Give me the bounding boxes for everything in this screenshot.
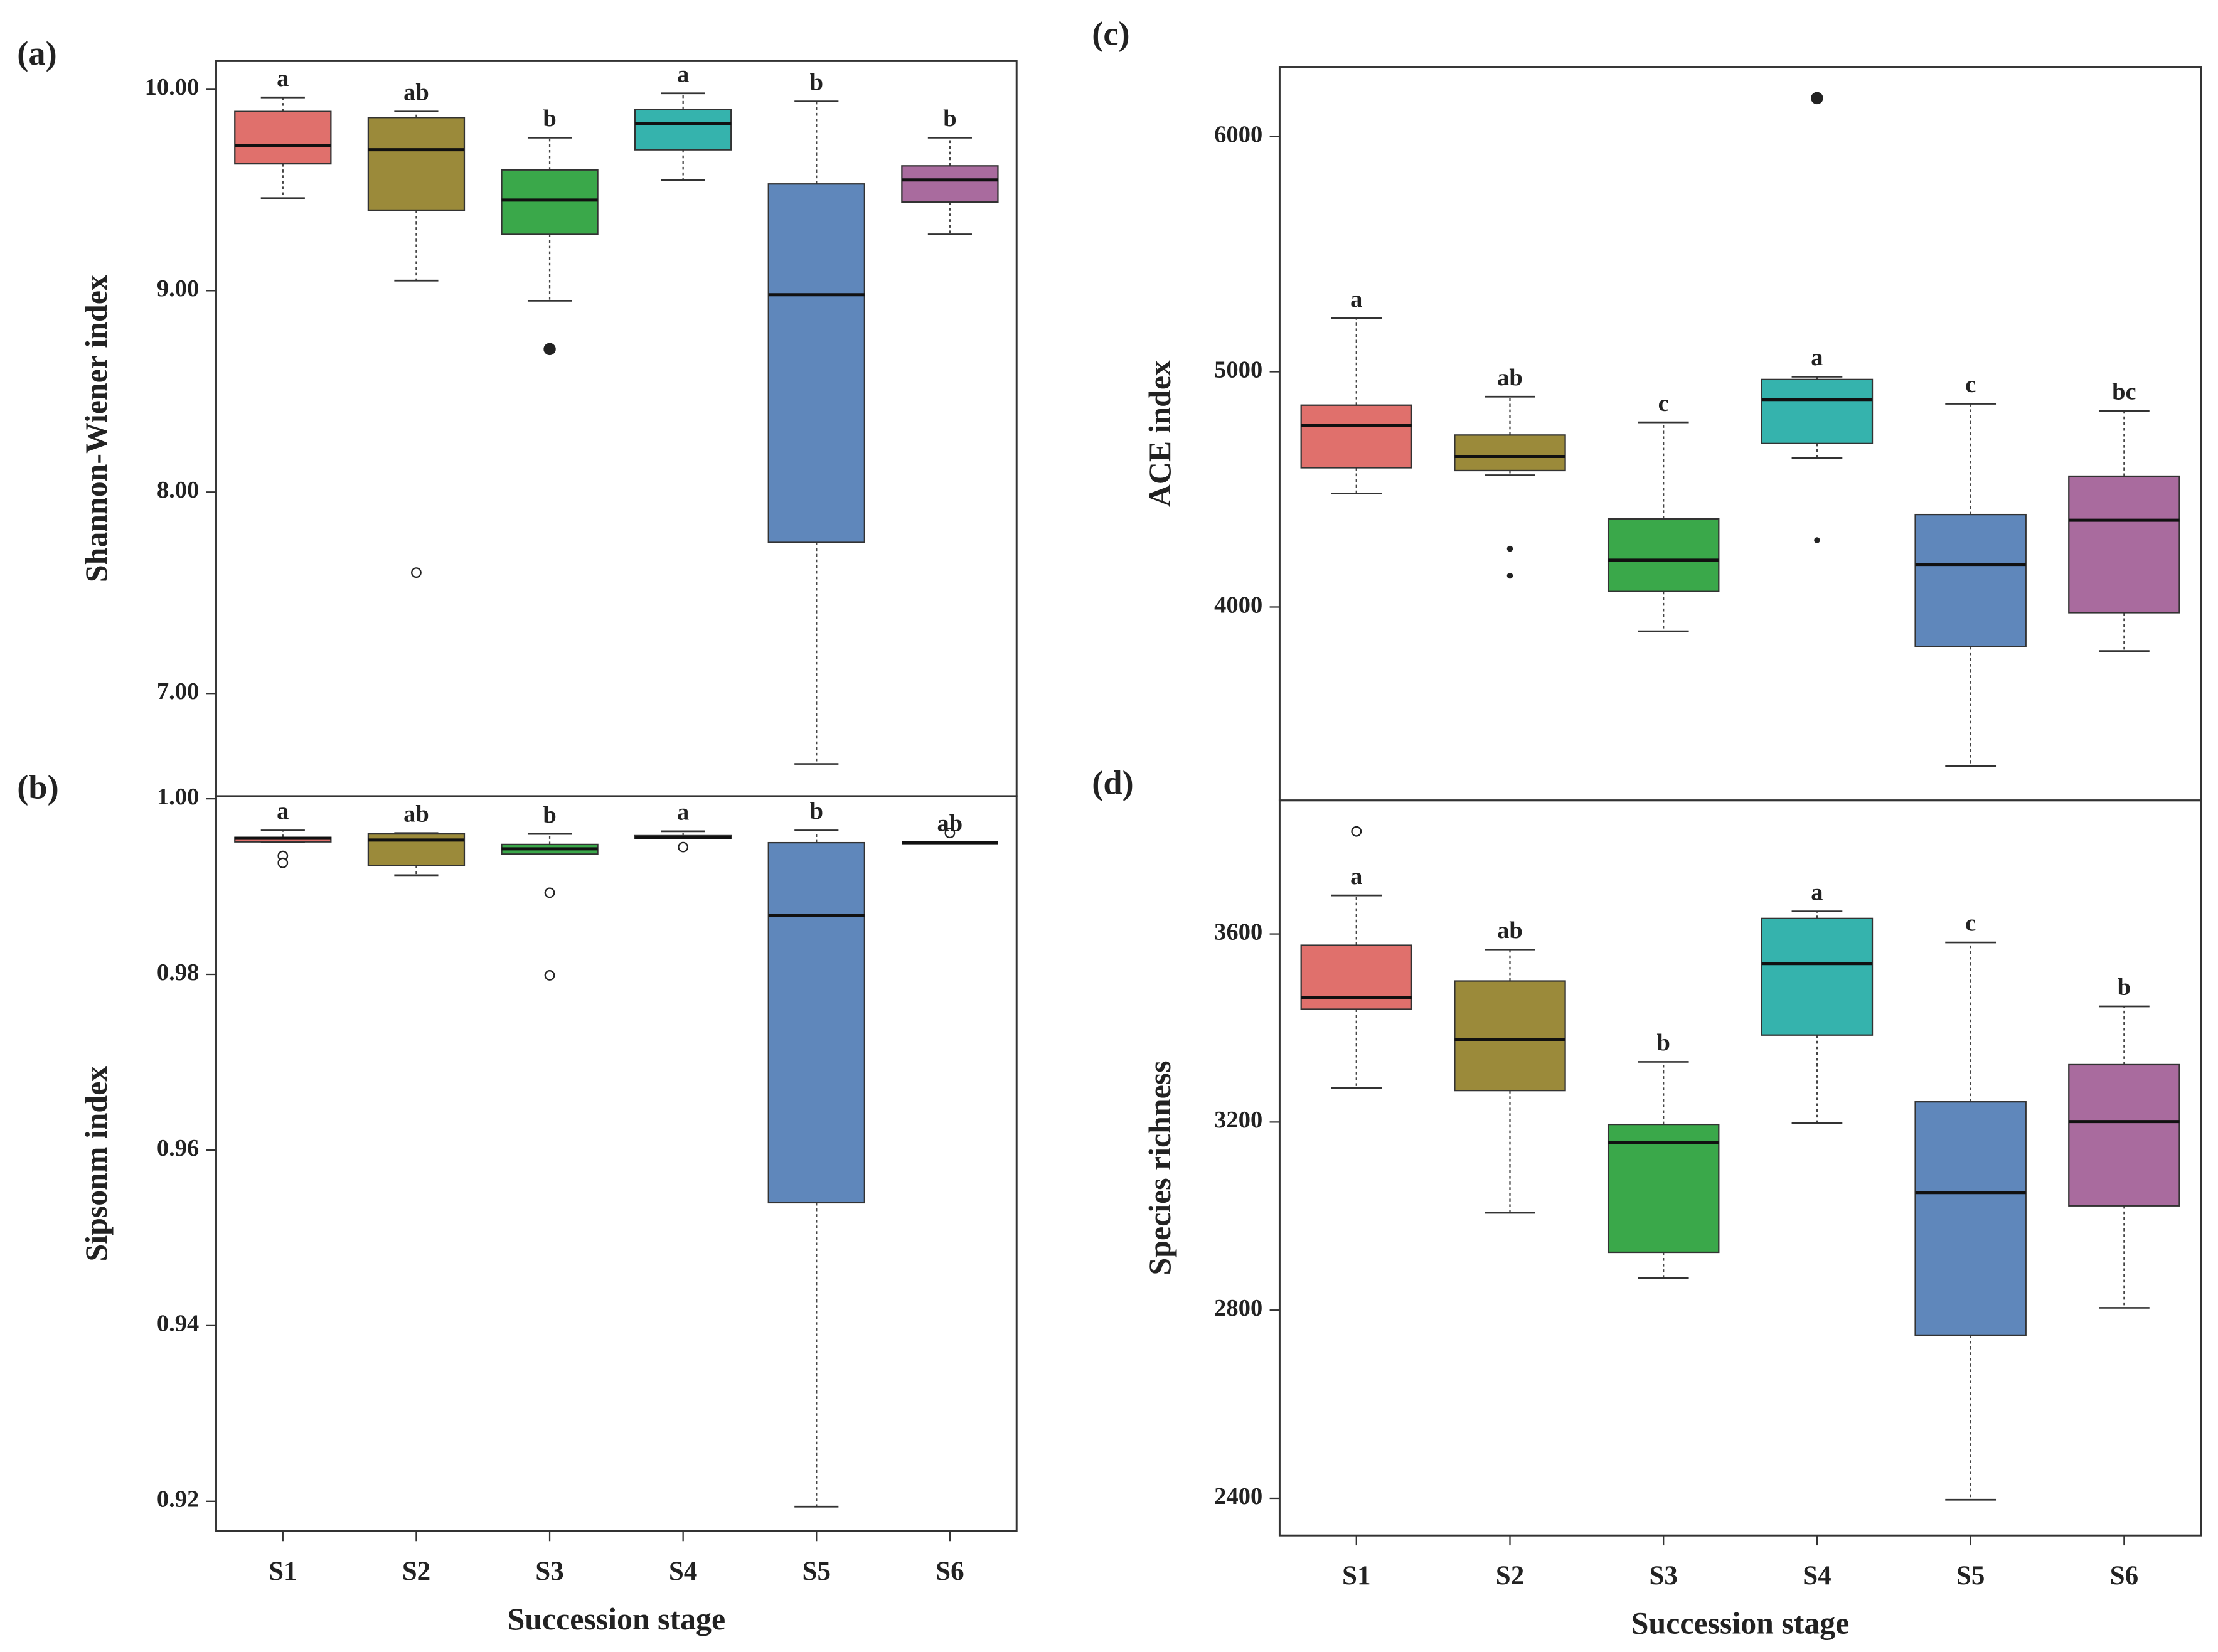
panel-label: (b) (17, 768, 58, 806)
box (1914, 513, 2027, 647)
outlier (411, 567, 422, 578)
plot-frame (1278, 66, 2202, 802)
box (1761, 378, 1874, 444)
y-tick-label: 2800 (1214, 1295, 1262, 1321)
y-axis-label: ACE index (1143, 360, 1177, 507)
significance-label: ab (403, 801, 429, 827)
significance-label: b (543, 802, 556, 828)
outlier (944, 828, 956, 839)
y-tick-label: 1.00 (157, 784, 199, 810)
y-tick-label: 8.00 (157, 477, 199, 503)
box (1454, 434, 1566, 472)
significance-label: bc (2112, 378, 2136, 405)
y-tick-label: 2400 (1214, 1483, 1262, 1510)
x-tick-label: S6 (2110, 1561, 2138, 1591)
outlier (1811, 92, 1823, 105)
box (1761, 917, 1874, 1036)
box (2068, 1063, 2180, 1207)
significance-label: a (1811, 879, 1823, 905)
x-axis-label: Succession stage (1631, 1606, 1850, 1641)
box (1300, 944, 1413, 1010)
box (1914, 1101, 2027, 1336)
significance-label: c (1965, 910, 1976, 937)
outlier (1351, 826, 1362, 837)
x-tick-label: S5 (1956, 1561, 1985, 1591)
significance-label: ab (1497, 917, 1523, 944)
y-tick-label: 3200 (1214, 1107, 1262, 1133)
y-tick-label: 7.00 (157, 678, 199, 705)
significance-label: a (1350, 863, 1362, 890)
y-tick-label: 0.98 (157, 959, 199, 986)
significance-label: c (1965, 371, 1976, 398)
y-axis-label: Species richness (1143, 1060, 1177, 1275)
x-tick-label: S4 (1803, 1561, 1831, 1591)
box (2068, 475, 2180, 614)
box (634, 109, 732, 151)
x-tick-label: S5 (802, 1557, 831, 1586)
plot-frame (1278, 799, 2202, 1537)
significance-label: b (543, 105, 556, 132)
y-tick-label: 0.94 (157, 1311, 199, 1337)
significance-label: c (1658, 390, 1669, 417)
box (1300, 404, 1413, 469)
panel-label: (c) (1092, 14, 1129, 52)
box (901, 165, 999, 203)
outlier (678, 841, 689, 853)
y-tick-label: 9.00 (157, 275, 199, 302)
y-tick-label: 0.96 (157, 1135, 199, 1161)
significance-label: a (277, 65, 289, 92)
x-tick-label: S1 (1342, 1561, 1370, 1591)
significance-label: a (677, 799, 689, 826)
box (1454, 980, 1566, 1092)
panel-label: (a) (17, 35, 56, 72)
x-tick-label: S2 (402, 1557, 430, 1586)
outlier (543, 343, 556, 356)
outlier (1506, 545, 1513, 552)
box (1607, 518, 1720, 592)
outlier (544, 887, 555, 898)
y-tick-label: 5000 (1214, 356, 1262, 383)
significance-label: a (1350, 286, 1362, 312)
y-tick-label: 6000 (1214, 121, 1262, 147)
outlier (544, 970, 555, 981)
x-tick-label: S2 (1496, 1561, 1524, 1591)
significance-label: b (2118, 974, 2131, 1001)
box (367, 117, 466, 211)
x-tick-label: S1 (269, 1557, 297, 1586)
plot-frame (215, 795, 1018, 1532)
y-tick-label: 0.92 (157, 1486, 199, 1513)
x-tick-label: S6 (936, 1557, 964, 1586)
outlier (1506, 572, 1513, 579)
outlier (1814, 537, 1820, 543)
x-tick-label: S3 (1649, 1561, 1677, 1591)
y-axis-label: Shannon-Wiener index (79, 275, 114, 582)
y-tick-label: 3600 (1214, 919, 1262, 945)
box (1607, 1123, 1720, 1254)
plot-frame (215, 60, 1018, 797)
significance-label: ab (937, 811, 963, 837)
panel-label: (d) (1092, 764, 1133, 802)
significance-label: ab (1497, 365, 1523, 391)
y-axis-label: Sipsonm index (79, 1066, 114, 1262)
box (767, 183, 865, 543)
box (767, 841, 865, 1204)
significance-label: ab (403, 79, 429, 105)
significance-label: a (677, 61, 689, 87)
box (501, 169, 599, 235)
outlier (277, 857, 289, 868)
x-tick-label: S4 (669, 1557, 697, 1586)
x-axis-label: Succession stage (508, 1602, 726, 1636)
significance-label: b (810, 69, 823, 95)
box (234, 110, 332, 165)
y-tick-label: 10.00 (145, 74, 200, 100)
significance-label: b (943, 105, 956, 132)
significance-label: a (1811, 344, 1823, 371)
y-tick-label: 4000 (1214, 592, 1262, 618)
significance-label: b (810, 798, 823, 824)
significance-label: a (277, 798, 289, 824)
x-tick-label: S3 (535, 1557, 563, 1586)
significance-label: b (1656, 1030, 1670, 1056)
